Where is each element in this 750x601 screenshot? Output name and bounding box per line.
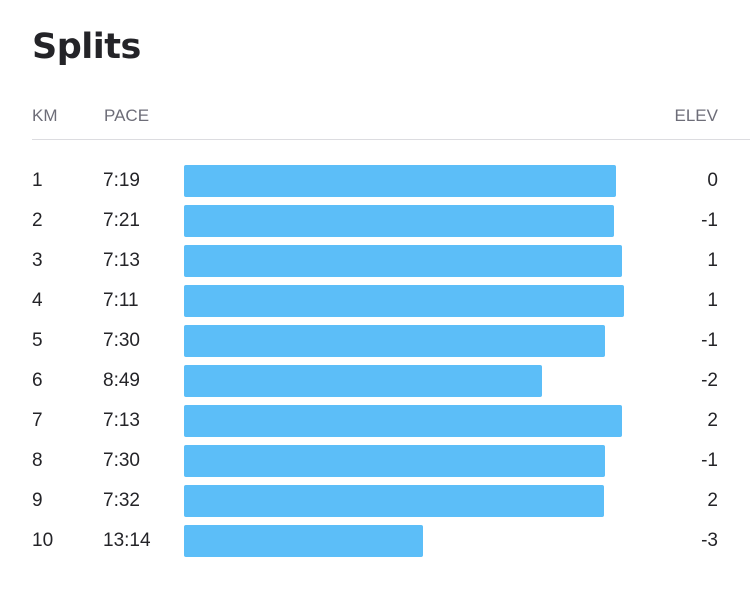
- split-pace: 7:30: [103, 450, 140, 471]
- split-row: 7 7:13 2: [0, 401, 750, 441]
- split-elevation: -1: [701, 450, 718, 471]
- pace-bar-track: [184, 165, 624, 197]
- split-row: 8 7:30 -1: [0, 441, 750, 481]
- split-row: 4 7:11 1: [0, 281, 750, 321]
- pace-bar-track: [184, 445, 624, 477]
- splits-table-body: 1 7:19 0 2 7:21 -1 3 7:13 1 4 7:11 1 5 7:30 -1 6 8:49 -2 7…: [0, 161, 750, 561]
- pace-bar-track: [184, 205, 624, 237]
- split-row: 10 13:14 -3: [0, 521, 750, 561]
- split-elevation: 2: [707, 410, 718, 431]
- split-pace: 7:13: [103, 250, 140, 271]
- split-row: 5 7:30 -1: [0, 321, 750, 361]
- pace-bar-track: [184, 485, 624, 517]
- pace-bar-track: [184, 325, 624, 357]
- split-elevation: -1: [701, 330, 718, 351]
- split-km: 10: [32, 530, 54, 551]
- split-elevation: 1: [707, 250, 718, 271]
- pace-bar: [184, 405, 622, 437]
- header-divider: [32, 139, 750, 140]
- split-elevation: -3: [701, 530, 718, 551]
- pace-bar: [184, 245, 622, 277]
- split-km: 2: [32, 210, 43, 231]
- split-elevation: 1: [707, 290, 718, 311]
- split-pace: 7:21: [103, 210, 140, 231]
- split-row: 6 8:49 -2: [0, 361, 750, 401]
- split-pace: 7:13: [103, 410, 140, 431]
- split-pace: 7:19: [103, 170, 140, 191]
- split-row: 1 7:19 0: [0, 161, 750, 201]
- pace-bar: [184, 205, 614, 237]
- split-elevation: -1: [701, 210, 718, 231]
- pace-column-header: PACE: [104, 106, 150, 125]
- pace-bar: [184, 165, 616, 197]
- split-elevation: -2: [701, 370, 718, 391]
- split-row: 3 7:13 1: [0, 241, 750, 281]
- split-row: 9 7:32 2: [0, 481, 750, 521]
- split-km: 4: [32, 290, 43, 311]
- splits-table-header: KM PACE ELEV: [0, 106, 750, 126]
- split-pace: 13:14: [103, 530, 151, 551]
- split-elevation: 0: [707, 170, 718, 191]
- pace-bar: [184, 285, 624, 317]
- pace-bar: [184, 365, 542, 397]
- split-km: 9: [32, 490, 43, 511]
- split-km: 6: [32, 370, 43, 391]
- pace-bar: [184, 325, 605, 357]
- split-km: 3: [32, 250, 43, 271]
- pace-bar-track: [184, 285, 624, 317]
- split-km: 1: [32, 170, 43, 191]
- split-km: 8: [32, 450, 43, 471]
- page-title: Splits: [32, 27, 141, 67]
- split-km: 5: [32, 330, 43, 351]
- pace-bar: [184, 445, 605, 477]
- pace-bar-track: [184, 405, 624, 437]
- split-pace: 7:11: [103, 290, 139, 311]
- pace-bar: [184, 485, 604, 517]
- split-pace: 7:32: [103, 490, 140, 511]
- km-column-header: KM: [32, 106, 58, 125]
- elev-column-header: ELEV: [674, 106, 718, 125]
- pace-bar: [184, 525, 423, 557]
- split-row: 2 7:21 -1: [0, 201, 750, 241]
- split-pace: 8:49: [103, 370, 140, 391]
- pace-bar-track: [184, 525, 624, 557]
- pace-bar-track: [184, 365, 624, 397]
- pace-bar-track: [184, 245, 624, 277]
- split-km: 7: [32, 410, 43, 431]
- split-elevation: 2: [707, 490, 718, 511]
- split-pace: 7:30: [103, 330, 140, 351]
